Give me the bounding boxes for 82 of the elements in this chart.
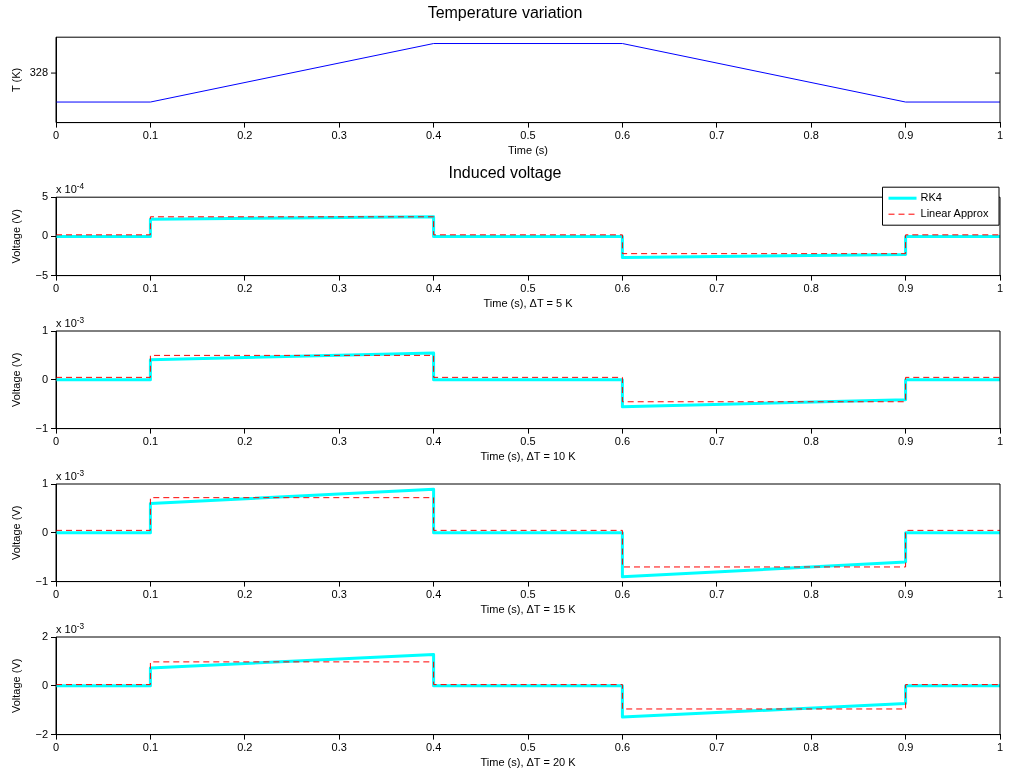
y-tick-label: 0 bbox=[41, 678, 48, 691]
y-tick-label: −5 bbox=[35, 268, 48, 281]
x-tick-label: 0.9 bbox=[897, 435, 914, 448]
x-tick-label: 0.8 bbox=[803, 588, 819, 601]
x-tick-label: 0.7 bbox=[709, 129, 725, 142]
x-tick-label: 0.9 bbox=[897, 741, 914, 754]
x-tick-label: 0.7 bbox=[709, 435, 725, 448]
x-axis-title: Time (s), ΔT = 20 K bbox=[480, 756, 577, 769]
x-tick-label: 1 bbox=[996, 741, 1004, 754]
x-tick-label: 0.5 bbox=[520, 435, 536, 448]
y-tick-label: −1 bbox=[35, 574, 48, 587]
x-tick-label: 0.6 bbox=[614, 741, 631, 754]
x-tick-label: 0.9 bbox=[897, 282, 914, 295]
x-tick-label: 1 bbox=[996, 129, 1004, 142]
y-tick-label: −1 bbox=[35, 421, 48, 434]
x-tick-label: 0.3 bbox=[331, 588, 347, 601]
y-axis-title: Voltage (V) bbox=[9, 209, 22, 264]
x-tick-label: 0.7 bbox=[709, 741, 725, 754]
x-tick-label: 0.8 bbox=[803, 282, 819, 295]
x-tick-label: 0.5 bbox=[520, 588, 536, 601]
x-tick-label: 0 bbox=[52, 435, 60, 448]
x-tick-label: 0 bbox=[52, 282, 60, 295]
x-tick-label: 0.6 bbox=[614, 282, 631, 295]
x-tick-label: 0.4 bbox=[425, 435, 442, 448]
x-tick-label: 0.2 bbox=[237, 435, 253, 448]
x-tick-label: 0.8 bbox=[803, 129, 819, 142]
x-axis-title: Time (s), ΔT = 5 K bbox=[483, 297, 574, 310]
x-tick-label: 0.1 bbox=[142, 588, 159, 601]
x-tick-label: 0.4 bbox=[425, 741, 442, 754]
x-tick-label: 0.2 bbox=[237, 282, 253, 295]
x-tick-label: 0.3 bbox=[331, 282, 347, 295]
x-tick-label: 0.5 bbox=[520, 741, 536, 754]
x-tick-label: 0.9 bbox=[897, 129, 914, 142]
x-tick-label: 0.1 bbox=[142, 282, 159, 295]
x-tick-label: 0.7 bbox=[709, 588, 725, 601]
y-tick-label: 0 bbox=[41, 525, 48, 538]
x-tick-label: 0.2 bbox=[237, 588, 253, 601]
chart-title: Temperature variation bbox=[427, 4, 583, 22]
x-tick-label: 0.6 bbox=[614, 129, 631, 142]
y-tick-label: 2 bbox=[41, 630, 48, 643]
x-axis-title: Time (s), ΔT = 15 K bbox=[480, 603, 577, 616]
y-axis-title: Voltage (V) bbox=[9, 658, 22, 714]
x-tick-label: 0.3 bbox=[331, 741, 347, 754]
y-tick-label: 0 bbox=[41, 229, 48, 242]
x-tick-label: 0.4 bbox=[425, 282, 442, 295]
x-tick-label: 1 bbox=[996, 435, 1004, 448]
x-tick-label: 0.3 bbox=[331, 129, 347, 142]
y-axis-title: T (K) bbox=[9, 67, 22, 93]
x-tick-label: 0.1 bbox=[142, 129, 159, 142]
x-tick-label: 0.7 bbox=[709, 282, 725, 295]
x-tick-label: 0.5 bbox=[520, 282, 536, 295]
x-tick-label: 0.3 bbox=[331, 435, 347, 448]
x-tick-label: 0.8 bbox=[803, 435, 819, 448]
x-tick-label: 1 bbox=[996, 282, 1004, 295]
y-tick-label: 1 bbox=[41, 324, 48, 337]
x-tick-label: 0 bbox=[52, 588, 60, 601]
x-tick-label: 0 bbox=[52, 741, 60, 754]
chart-title: Induced voltage bbox=[448, 164, 562, 182]
y-tick-label: 1 bbox=[41, 477, 48, 490]
x-tick-label: 0.8 bbox=[803, 741, 819, 754]
x-tick-label: 0.4 bbox=[425, 588, 442, 601]
x-tick-label: 0.6 bbox=[614, 588, 631, 601]
y-axis-title: Voltage (V) bbox=[9, 352, 22, 408]
text: 328 bbox=[29, 66, 48, 79]
y-axis-title: Voltage (V) bbox=[9, 505, 22, 561]
legend-label: RK4 bbox=[920, 191, 942, 204]
y-tick-label: 5 bbox=[41, 190, 48, 203]
legend-label: Linear Approx bbox=[920, 207, 989, 220]
x-tick-label: 0.1 bbox=[142, 741, 159, 754]
y-tick-label: −2 bbox=[35, 727, 48, 740]
x-axis-title: Time (s) bbox=[508, 144, 548, 157]
x-tick-label: 0.4 bbox=[425, 129, 442, 142]
x-tick-label: 0.2 bbox=[237, 129, 253, 142]
x-axis-title: Time (s), ΔT = 10 K bbox=[480, 450, 577, 463]
x-tick-label: 0.2 bbox=[237, 741, 253, 754]
x-tick-label: 0.9 bbox=[897, 588, 914, 601]
x-tick-label: 0 bbox=[52, 129, 60, 142]
x-tick-label: 1 bbox=[996, 588, 1004, 601]
y-tick-label: 0 bbox=[41, 372, 48, 385]
x-tick-label: 0.1 bbox=[142, 435, 159, 448]
x-tick-label: 0.5 bbox=[520, 129, 536, 142]
x-tick-label: 0.6 bbox=[614, 435, 631, 448]
